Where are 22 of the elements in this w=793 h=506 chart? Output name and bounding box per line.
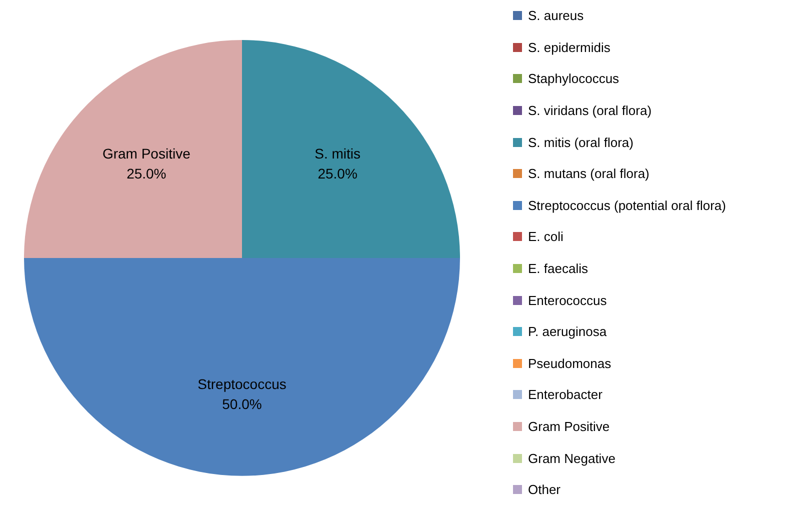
legend-label: Gram Negative: [528, 450, 616, 466]
legend-label: Streptococcus (potential oral flora): [528, 198, 726, 213]
legend-label: S. mitis (oral flora): [528, 134, 634, 150]
legend-label: Enterobacter: [528, 387, 602, 402]
pie-slice: [24, 258, 460, 476]
legend-label: S. epidermidis: [528, 40, 610, 55]
data-label: Streptococcus 50.0%: [198, 376, 286, 412]
legend-label: P. aeruginosa: [528, 324, 607, 340]
legend-label: Other: [528, 482, 561, 498]
legend-label: Staphylococcus: [528, 71, 620, 86]
data-label: S. mitis 25.0%: [314, 145, 361, 182]
legend-label: E. faecalis: [528, 261, 588, 276]
legend-label: E. coli: [528, 229, 564, 244]
legend-label: Enterococcus: [528, 292, 607, 308]
pie-slice: [24, 40, 242, 258]
legend-label: S. mutans (oral flora): [528, 166, 650, 182]
pie-slice: [242, 40, 460, 258]
legend-label: Gram Positive: [528, 419, 610, 434]
legend-label: S. aureus: [528, 8, 584, 24]
legend-label: S. viridans (oral flora): [528, 103, 652, 118]
legend-label: Pseudomonas: [528, 356, 612, 371]
data-label: Gram Positive 25.0%: [102, 145, 191, 182]
